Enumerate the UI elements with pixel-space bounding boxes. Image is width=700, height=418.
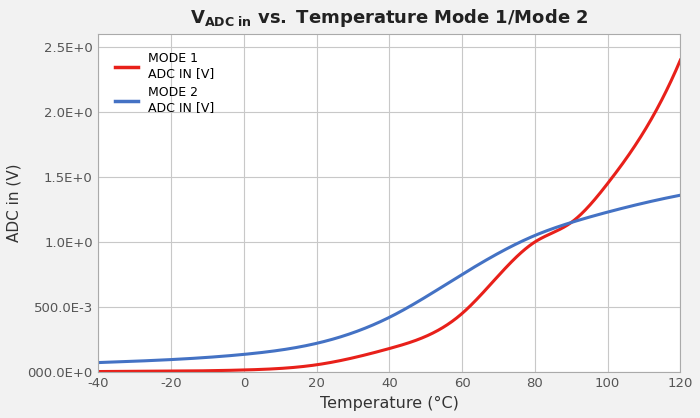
Legend: MODE 1
ADC IN [V], MODE 2
ADC IN [V]: MODE 1 ADC IN [V], MODE 2 ADC IN [V] bbox=[111, 47, 219, 119]
Title: $\mathbf{V}_{\mathbf{ADC\ in}}$$\mathbf{\ vs.\ Temperature\ Mode\ 1/Mode\ 2}$: $\mathbf{V}_{\mathbf{ADC\ in}}$$\mathbf{… bbox=[190, 7, 589, 29]
Y-axis label: ADC in (V): ADC in (V) bbox=[7, 164, 22, 242]
X-axis label: Temperature (°C): Temperature (°C) bbox=[320, 396, 458, 411]
